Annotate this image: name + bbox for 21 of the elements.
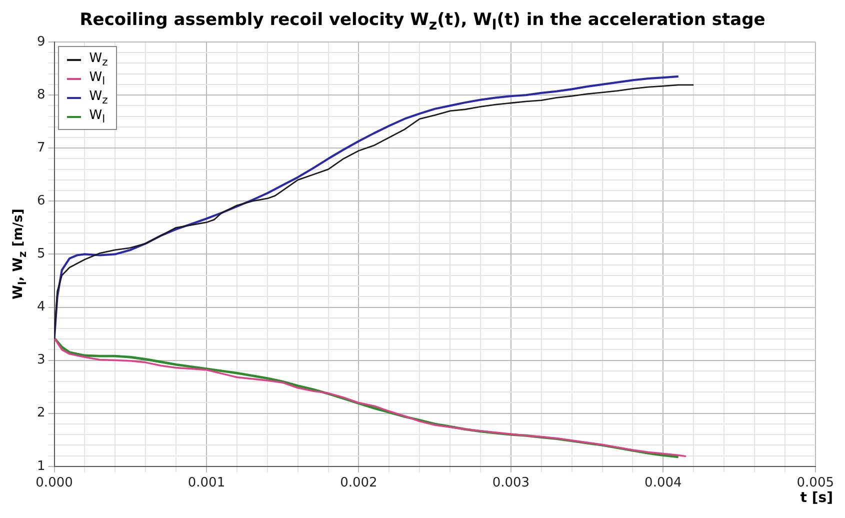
legend-label: W$_{l}$ xyxy=(89,108,106,126)
x-tick-label: 0.004 xyxy=(644,476,682,491)
y-tick-label: 6 xyxy=(36,194,46,209)
x-tick-label: 0.002 xyxy=(340,476,378,491)
y-tick-label: 5 xyxy=(36,246,46,262)
y-tick-label: 4 xyxy=(36,300,46,315)
legend-label: W$_{z}$ xyxy=(89,88,108,106)
y-tick-label: 1 xyxy=(36,458,46,474)
x-tick-label: 0.000 xyxy=(36,476,73,491)
legend-label: W$_{l}$ xyxy=(89,70,106,88)
y-tick-label: 2 xyxy=(36,406,46,421)
y-tick-label: 8 xyxy=(36,87,46,102)
y-tick-label: 3 xyxy=(36,352,46,368)
y-tick-label: 9 xyxy=(36,34,46,50)
x-tick-label: 0.001 xyxy=(188,476,226,491)
chart-title: Recoiling assembly recoil velocity W$_{z}$(t), W$_{l}$(t) in the acceleration stage xyxy=(78,10,766,34)
legend-label: W$_{z}$ xyxy=(89,50,108,68)
x-tick-label: 0.003 xyxy=(492,476,530,491)
x-tick-label: 0.005 xyxy=(796,476,834,491)
x-axis-title: t [s] xyxy=(800,490,833,506)
y-tick-label: 7 xyxy=(36,140,46,156)
